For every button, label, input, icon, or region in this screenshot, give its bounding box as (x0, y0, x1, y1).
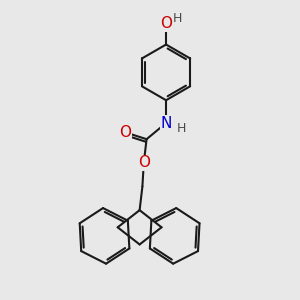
Text: O: O (138, 155, 150, 170)
Text: N: N (160, 116, 172, 130)
Text: O: O (160, 16, 172, 31)
Text: H: H (173, 12, 182, 25)
Text: O: O (119, 125, 131, 140)
Text: H: H (176, 122, 186, 135)
